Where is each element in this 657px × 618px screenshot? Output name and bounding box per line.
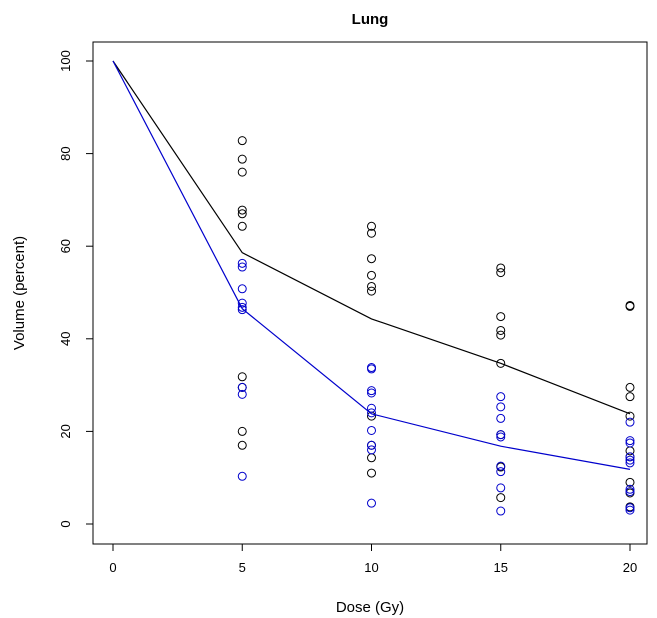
data-point xyxy=(237,302,247,312)
data-point xyxy=(367,403,376,413)
data-point xyxy=(367,286,376,296)
data-point xyxy=(625,477,635,487)
data-point xyxy=(496,358,506,368)
y-tick-label: 100 xyxy=(58,50,73,72)
data-point xyxy=(367,388,376,398)
data-point xyxy=(625,411,635,421)
series-layer xyxy=(112,60,635,516)
series-2 xyxy=(112,60,635,516)
data-point xyxy=(496,413,506,423)
data-point xyxy=(237,221,247,231)
data-point xyxy=(625,503,635,513)
data-point xyxy=(237,471,247,481)
data-point xyxy=(496,493,506,503)
data-point xyxy=(496,263,506,273)
x-axis-label: Dose (Gy) xyxy=(336,599,404,616)
y-axis: 0 20 40 60 80 100 xyxy=(58,50,94,528)
data-point xyxy=(367,425,376,435)
data-point xyxy=(625,382,635,392)
data-point xyxy=(625,484,635,494)
data-point xyxy=(367,468,376,478)
data-point xyxy=(367,270,376,280)
data-point xyxy=(496,392,506,402)
data-point xyxy=(367,386,376,396)
data-point xyxy=(496,430,506,440)
data-point xyxy=(625,417,635,427)
data-point xyxy=(625,436,635,446)
x-tick-label: 5 xyxy=(239,560,246,575)
y-tick-label: 80 xyxy=(58,146,73,160)
data-point xyxy=(237,258,247,268)
data-point xyxy=(237,382,247,392)
x-tick-label: 10 xyxy=(364,560,378,575)
data-point xyxy=(625,392,635,402)
data-point xyxy=(367,408,376,418)
data-point xyxy=(237,389,247,399)
data-point xyxy=(625,452,635,462)
x-tick-label: 20 xyxy=(623,560,637,575)
data-point xyxy=(367,281,376,291)
data-point xyxy=(496,325,506,335)
data-point xyxy=(367,498,376,508)
data-point xyxy=(237,298,247,308)
data-point xyxy=(625,487,635,497)
data-point xyxy=(625,455,635,465)
data-point xyxy=(625,438,635,448)
series-line xyxy=(112,60,631,415)
data-point xyxy=(237,262,247,272)
x-axis: 0 5 10 15 20 xyxy=(109,543,637,575)
y-tick-label: 40 xyxy=(58,332,73,346)
data-point xyxy=(237,167,247,177)
data-point xyxy=(367,445,376,455)
data-point xyxy=(496,467,506,477)
x-tick-label: 0 xyxy=(109,560,116,575)
data-point xyxy=(625,301,635,311)
data-point xyxy=(496,461,506,471)
data-point xyxy=(625,505,635,515)
data-point xyxy=(496,483,506,493)
data-point xyxy=(367,254,376,264)
data-point xyxy=(496,268,506,278)
data-point xyxy=(367,221,376,231)
x-tick-label: 15 xyxy=(494,560,508,575)
data-point xyxy=(367,228,376,238)
data-point xyxy=(237,284,247,294)
data-point xyxy=(367,440,376,450)
y-tick-label: 20 xyxy=(58,424,73,438)
y-tick-label: 60 xyxy=(58,239,73,253)
data-point xyxy=(496,402,506,412)
data-point xyxy=(237,205,247,215)
y-axis-label: Volume (percent) xyxy=(11,236,28,350)
y-tick-label: 0 xyxy=(58,520,73,527)
data-point xyxy=(367,364,376,374)
data-point xyxy=(496,330,506,340)
data-point xyxy=(237,209,247,219)
data-point xyxy=(496,312,506,322)
chart-title: Lung xyxy=(352,11,389,28)
data-point xyxy=(625,458,635,468)
data-point xyxy=(237,440,247,450)
data-point xyxy=(237,305,247,315)
data-point xyxy=(237,136,247,146)
data-point xyxy=(237,154,247,164)
series-line xyxy=(112,60,631,470)
data-point xyxy=(496,432,506,442)
data-point xyxy=(237,426,247,436)
data-point xyxy=(496,506,506,516)
data-point xyxy=(237,372,247,382)
